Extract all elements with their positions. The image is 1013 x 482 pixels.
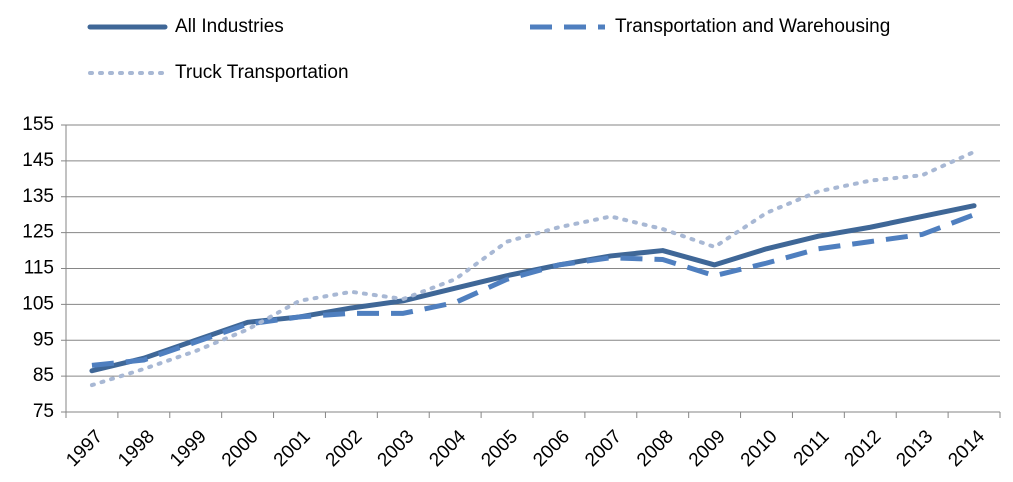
x-tick-label: 2003 [374,426,419,471]
legend-label: All Industries [175,16,284,37]
y-tick-label: 115 [24,258,54,279]
x-tick-label: 2004 [426,426,471,471]
x-tick-label: 2014 [944,426,989,471]
y-tick-label: 85 [33,365,54,386]
y-tick-label: 95 [33,329,54,350]
x-tick-label: 2013 [893,426,938,471]
x-tick-label: 2009 [685,426,730,471]
x-tick-label: 2002 [322,426,367,471]
y-tick-label: 75 [33,401,54,422]
x-tick-label: 2012 [841,426,886,471]
y-tick-label: 155 [22,114,54,135]
legend-label: Transportation and Warehousing [615,16,890,37]
x-tick-label: 1999 [166,426,211,471]
y-tick-label: 125 [22,222,54,243]
series-line [89,203,977,374]
x-tick-label: 2001 [270,426,315,471]
y-tick-label: 105 [22,293,54,314]
y-tick-label: 135 [22,186,54,207]
x-tick-label: 2006 [529,426,574,471]
y-tick-label: 145 [22,150,54,171]
x-tick-label: 2011 [790,426,834,470]
legend-label: Truck Transportation [175,62,349,83]
x-tick-label: 2005 [477,426,522,471]
series-line [91,212,975,368]
x-tick-label: 1998 [114,426,159,471]
x-tick-label: 2000 [218,426,263,471]
series-line [89,149,977,388]
x-tick-label: 2010 [737,426,782,471]
x-tick-label: 1997 [62,426,107,471]
x-tick-label: 2008 [633,426,678,471]
x-tick-label: 2007 [581,426,626,471]
